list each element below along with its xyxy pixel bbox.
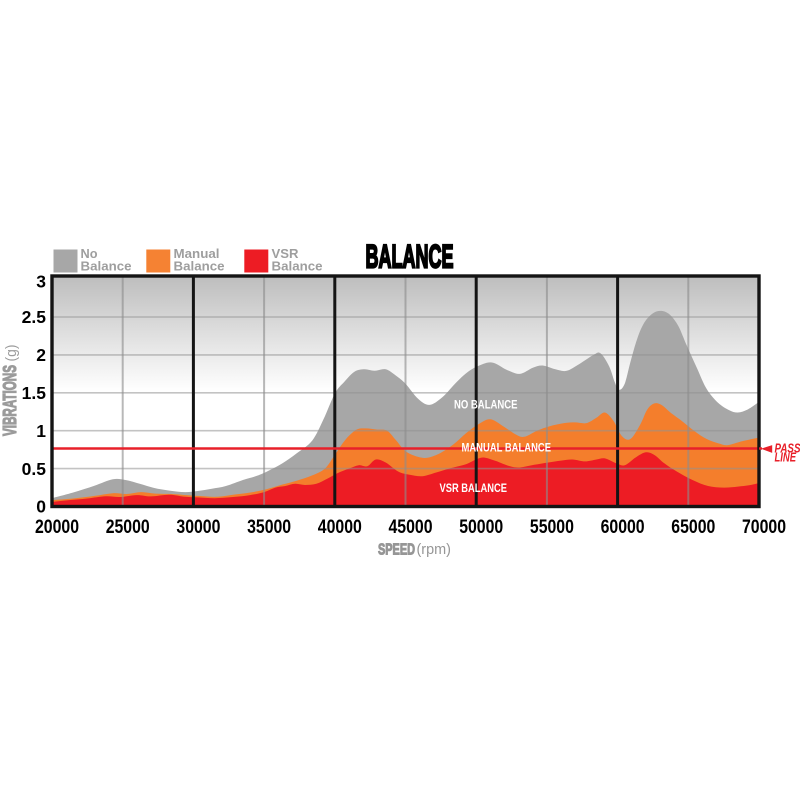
svg-text:BALANCE: BALANCE [366,239,454,275]
svg-text:50000: 50000 [459,516,503,538]
svg-text:35000: 35000 [247,516,291,538]
svg-text:LINE: LINE [775,451,797,465]
svg-text:2.5: 2.5 [22,307,47,327]
svg-text:60000: 60000 [601,516,645,538]
svg-text:Manual: Manual [174,247,220,261]
svg-text:25000: 25000 [106,516,150,538]
svg-text:VIBRATIONS: VIBRATIONS [0,365,20,436]
svg-text:SPEED: SPEED [378,542,415,559]
svg-text:NO BALANCE: NO BALANCE [454,400,518,412]
svg-text:VSR BALANCE: VSR BALANCE [440,483,508,495]
svg-text:70000: 70000 [742,516,786,538]
svg-text:20000: 20000 [35,516,79,538]
svg-text:Balance: Balance [272,259,323,273]
svg-text:Balance: Balance [174,259,225,273]
svg-text:2: 2 [36,345,46,365]
svg-text:65000: 65000 [671,516,715,538]
svg-text:(rpm): (rpm) [417,541,452,558]
svg-text:45000: 45000 [389,516,433,538]
svg-text:1: 1 [36,421,46,441]
svg-text:0: 0 [36,497,46,517]
svg-text:MANUAL BALANCE: MANUAL BALANCE [462,443,552,455]
svg-text:Balance: Balance [81,259,132,273]
svg-text:30000: 30000 [176,516,220,538]
svg-text:3: 3 [36,271,46,291]
svg-text:1.5: 1.5 [22,383,47,403]
svg-text:55000: 55000 [530,516,574,538]
svg-text:(g): (g) [3,345,20,362]
svg-text:0.5: 0.5 [22,459,47,479]
svg-text:No: No [81,247,98,261]
svg-text:40000: 40000 [318,516,362,538]
svg-text:VSR: VSR [272,247,299,261]
svg-text:PASS: PASS [775,442,800,456]
